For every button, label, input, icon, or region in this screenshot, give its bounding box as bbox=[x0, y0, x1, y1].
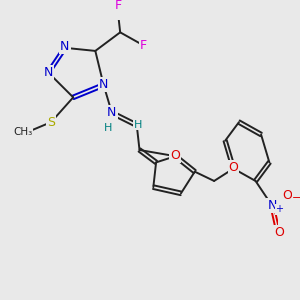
Text: F: F bbox=[140, 39, 147, 52]
Text: N: N bbox=[60, 40, 70, 53]
Text: H: H bbox=[134, 120, 142, 130]
Text: H: H bbox=[103, 123, 112, 133]
Text: N: N bbox=[107, 106, 117, 119]
Text: N: N bbox=[267, 199, 277, 212]
Text: CH₃: CH₃ bbox=[13, 127, 33, 137]
Text: N: N bbox=[44, 66, 53, 79]
Text: O: O bbox=[170, 149, 180, 162]
Text: F: F bbox=[115, 0, 122, 12]
Text: N: N bbox=[99, 79, 108, 92]
Text: O: O bbox=[274, 226, 284, 238]
Text: +: + bbox=[275, 204, 283, 214]
Text: S: S bbox=[47, 116, 55, 129]
Text: O: O bbox=[229, 161, 238, 175]
Text: O: O bbox=[282, 189, 292, 202]
Text: −: − bbox=[292, 193, 300, 203]
